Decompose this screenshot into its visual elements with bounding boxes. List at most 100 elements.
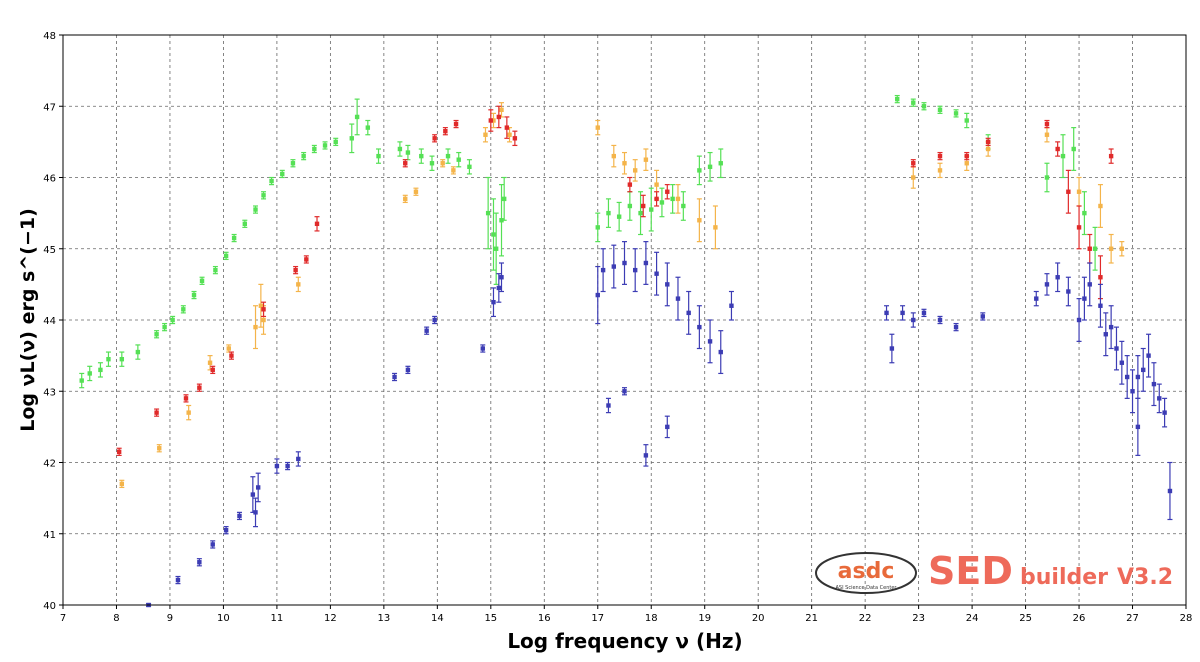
y-tick-label: 43 bbox=[43, 387, 56, 398]
data-point bbox=[707, 164, 713, 170]
data-point bbox=[429, 161, 435, 166]
data-point bbox=[911, 175, 916, 180]
data-point bbox=[280, 171, 285, 177]
data-point bbox=[119, 481, 125, 487]
data-point bbox=[106, 356, 111, 362]
data-point bbox=[269, 178, 274, 184]
data-point bbox=[207, 360, 213, 365]
data-point bbox=[432, 317, 437, 323]
y-tick-label: 45 bbox=[43, 245, 56, 256]
x-tick-label: 28 bbox=[1180, 613, 1193, 624]
data-point bbox=[237, 513, 242, 519]
data-point bbox=[290, 161, 296, 166]
data-point bbox=[638, 210, 643, 216]
y-tick-label: 42 bbox=[43, 459, 56, 470]
data-point bbox=[622, 260, 627, 266]
data-point bbox=[210, 367, 215, 373]
data-point bbox=[643, 453, 649, 458]
data-point bbox=[686, 310, 691, 316]
data-point bbox=[911, 100, 916, 105]
data-point bbox=[953, 111, 959, 116]
x-tick-label: 24 bbox=[966, 613, 979, 624]
data-point bbox=[895, 96, 900, 102]
data-point bbox=[1098, 303, 1103, 308]
green-points bbox=[79, 94, 1098, 389]
data-point bbox=[181, 307, 186, 312]
data-point bbox=[301, 153, 306, 159]
y-tick-label: 46 bbox=[43, 174, 56, 185]
data-point bbox=[665, 424, 670, 430]
data-point bbox=[296, 456, 301, 462]
data-point bbox=[285, 463, 290, 469]
data-point bbox=[1087, 282, 1092, 287]
data-point bbox=[632, 267, 638, 273]
data-point bbox=[900, 310, 905, 316]
data-point bbox=[499, 275, 504, 280]
data-point bbox=[921, 310, 927, 316]
data-point bbox=[641, 203, 646, 209]
x-axis-label: Log frequency ν (Hz) bbox=[507, 629, 742, 653]
x-tick-label: 27 bbox=[1126, 613, 1139, 624]
data-point bbox=[964, 118, 969, 123]
data-point bbox=[937, 153, 943, 159]
data-point bbox=[365, 125, 371, 130]
x-tick-labels: 7 8 9 10 11 12 13 14 15 16 17 18 19 20 21 22 23 24 25 26 27 2… bbox=[60, 605, 1193, 624]
data-point bbox=[1044, 175, 1050, 180]
data-point bbox=[713, 225, 718, 230]
data-point bbox=[632, 168, 638, 173]
data-point bbox=[199, 278, 205, 284]
data-point bbox=[1114, 346, 1119, 351]
data-point bbox=[1071, 146, 1076, 152]
data-point bbox=[611, 153, 617, 159]
y-axis-label: Log νL(ν) erg s^(−1) bbox=[17, 208, 39, 432]
data-point bbox=[413, 189, 419, 194]
data-point bbox=[443, 128, 448, 134]
data-point bbox=[1130, 389, 1135, 394]
data-point bbox=[627, 203, 633, 209]
blue-points bbox=[146, 241, 1173, 608]
data-point bbox=[191, 292, 197, 298]
data-point bbox=[937, 168, 943, 173]
data-point bbox=[1066, 189, 1071, 194]
data-point bbox=[261, 193, 266, 198]
x-tick-label: 20 bbox=[752, 613, 765, 624]
data-point bbox=[1124, 374, 1130, 380]
data-point bbox=[1066, 289, 1071, 294]
data-point bbox=[491, 299, 496, 305]
data-point bbox=[681, 203, 686, 209]
data-point bbox=[595, 125, 600, 130]
data-point bbox=[1151, 381, 1157, 387]
data-point bbox=[397, 146, 403, 152]
data-point bbox=[1157, 396, 1162, 401]
x-tick-label: 18 bbox=[645, 613, 658, 624]
data-point bbox=[253, 510, 258, 515]
grid-lines bbox=[63, 35, 1186, 605]
data-point bbox=[405, 367, 411, 373]
data-point bbox=[600, 267, 606, 273]
data-point bbox=[491, 118, 496, 123]
data-point bbox=[649, 207, 654, 212]
data-point bbox=[392, 374, 397, 380]
data-point bbox=[718, 161, 723, 166]
data-point bbox=[197, 560, 202, 565]
data-point bbox=[595, 292, 600, 298]
data-point bbox=[643, 157, 649, 162]
x-tick-label: 25 bbox=[1019, 613, 1032, 624]
data-point bbox=[229, 353, 234, 358]
y-tick-label: 47 bbox=[43, 102, 56, 113]
data-point bbox=[255, 485, 261, 490]
data-point bbox=[1082, 296, 1087, 301]
y-tick-label: 40 bbox=[43, 601, 56, 612]
data-point bbox=[349, 136, 354, 141]
data-point bbox=[210, 542, 215, 547]
data-point bbox=[1098, 203, 1103, 209]
x-tick-label: 11 bbox=[271, 613, 284, 624]
data-point bbox=[223, 253, 229, 259]
orange-points bbox=[119, 102, 1125, 489]
x-tick-label: 14 bbox=[431, 613, 444, 624]
sed-logo-version: V3.2 bbox=[1117, 565, 1173, 590]
data-point bbox=[1108, 246, 1114, 251]
data-point bbox=[79, 378, 84, 383]
data-point bbox=[501, 196, 507, 202]
data-point bbox=[432, 136, 437, 141]
